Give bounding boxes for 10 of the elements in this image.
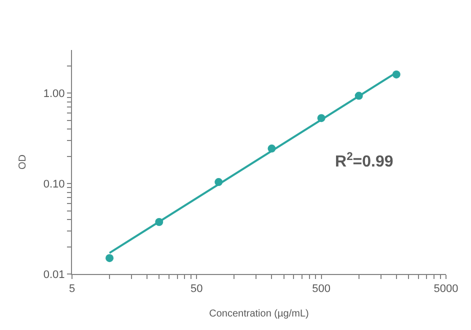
x-tick-label: 5 <box>68 283 76 296</box>
y-tick-label: 1.00 <box>43 88 65 100</box>
y-axis-title: OD <box>17 154 28 170</box>
annotation: R$^{2}$=0.99 <box>335 151 394 171</box>
x-axis-title: Concentration (µg/mL) <box>209 308 309 320</box>
x-tick-label: 5000 <box>434 283 458 296</box>
x-tick-label: 500 <box>312 283 331 296</box>
y-tick-label: 0.01 <box>43 268 65 281</box>
x-tick-label: 50 <box>190 283 203 296</box>
y-tick-label: 0.10 <box>43 178 65 190</box>
